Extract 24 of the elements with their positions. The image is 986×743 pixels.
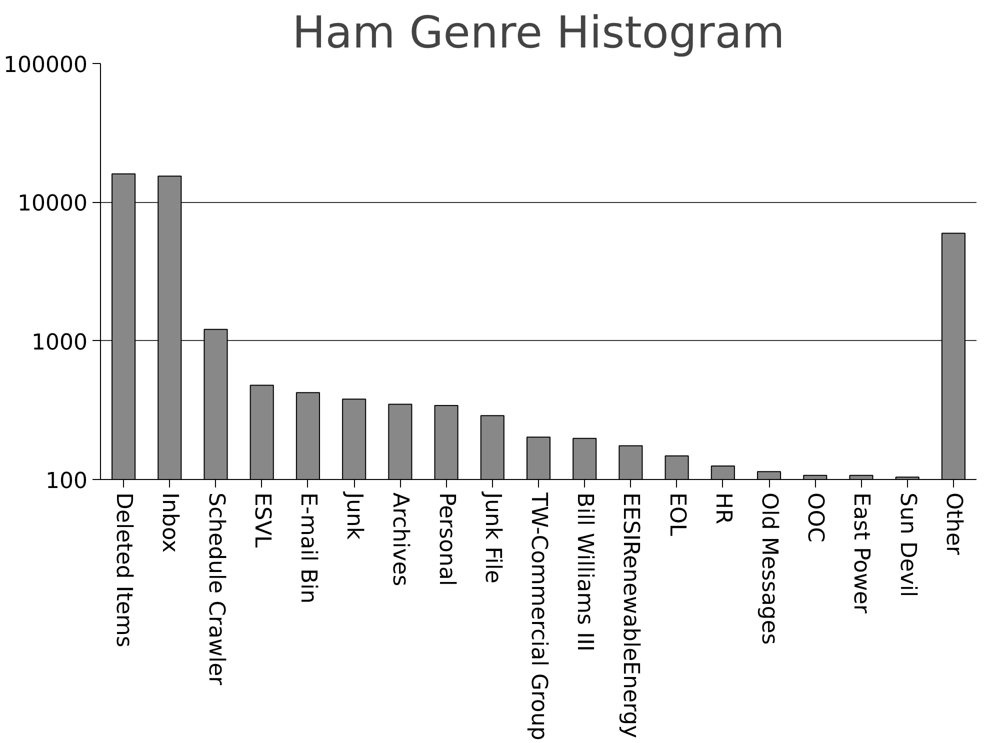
x-tick-label: Personal — [434, 492, 459, 586]
x-tick-label: ESVL — [249, 492, 274, 548]
x-tick-label: Other — [940, 492, 966, 556]
x-tick-label: Inbox — [157, 492, 182, 553]
x-tick-label: E-mail Bin — [295, 492, 320, 604]
x-tick-label: East Power — [848, 492, 874, 614]
y-tick-label: 10000 — [18, 192, 88, 217]
x-tick-label: Old Messages — [756, 492, 782, 645]
y-tick-label: 1000 — [32, 330, 88, 356]
y-tick-label: 100000 — [4, 53, 88, 78]
x-tick-label: OOC — [802, 492, 828, 542]
x-tick-label: EOL — [664, 492, 690, 537]
x-tick-label: Junk — [342, 490, 367, 540]
x-tick-label: HR — [710, 492, 736, 524]
x-tick-label: Sun Devil — [894, 492, 920, 598]
x-tick-label: Deleted Items — [111, 492, 136, 648]
y-tick-label: 100 — [46, 469, 88, 494]
x-tick-label: Schedule Crawler — [203, 492, 228, 686]
x-tick-label: Junk File — [480, 490, 505, 584]
x-tick-label: Bill Williams III — [572, 492, 598, 652]
x-tick-label: TW-Commercial Group — [526, 492, 551, 740]
x-tick-label: Archives — [388, 492, 413, 586]
x-tick-label: EESIRenewableEnergy — [618, 492, 644, 738]
chart-title: Ham Genre Histogram — [292, 8, 785, 58]
